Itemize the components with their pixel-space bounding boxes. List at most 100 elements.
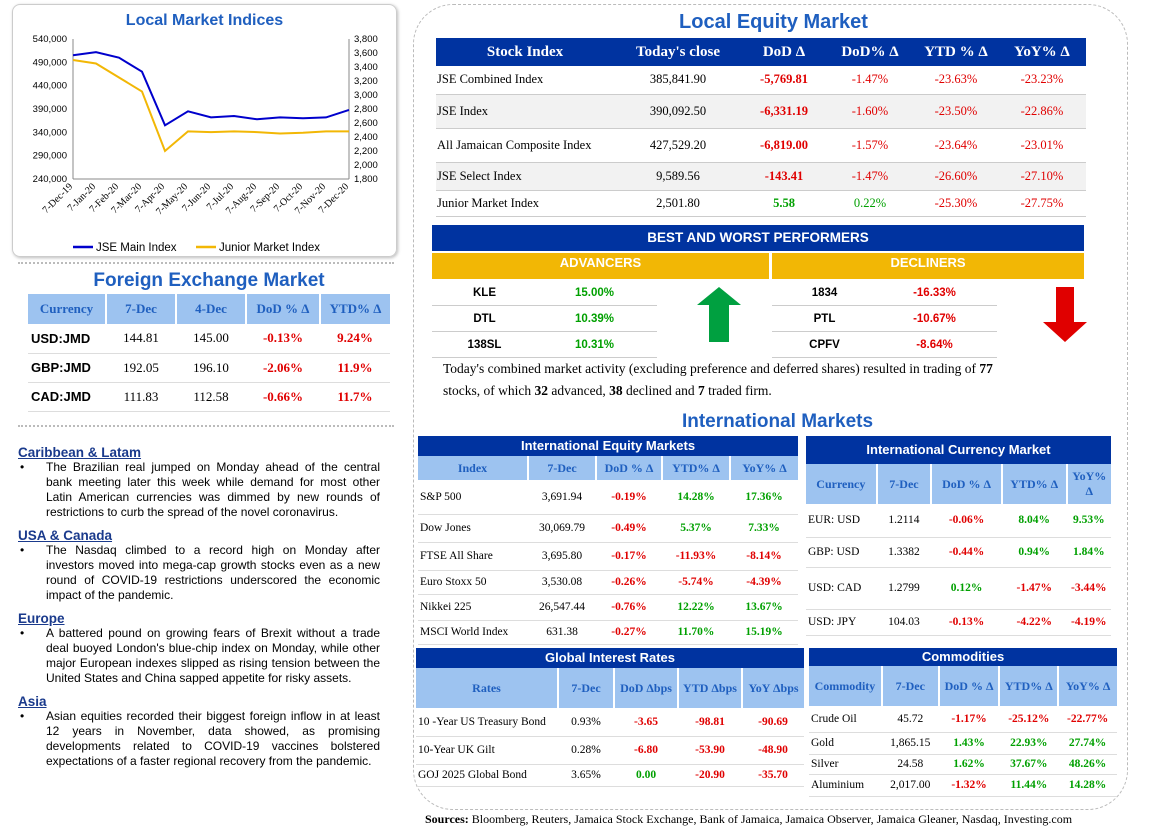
table-row: Gold 1,865.15 1.43% 22.93% 27.74%: [809, 732, 1117, 754]
table-row: USD: JPY 104.03 -0.13% -4.22% -4.19%: [806, 609, 1111, 635]
summary-text: stocks, of which: [443, 383, 535, 398]
row-change: -48.90: [758, 744, 788, 756]
news-heading[interactable]: Caribbean & Latam: [18, 445, 142, 460]
row-value: 3,691.94: [541, 490, 583, 503]
row-change: 8.04%: [1018, 514, 1051, 527]
table-row: GOJ 2025 Global Bond 3.65% 0.00 -20.90 -35.7…: [416, 764, 804, 786]
row-change: 0.00: [635, 769, 657, 781]
equity-close: 2,501.80: [656, 195, 700, 210]
interest-rates-section: Global Interest Rates Rates 7-Dec DoD Δbps Y…: [416, 648, 804, 787]
data-table: Currency 7-Dec DoD % Δ YTD% Δ YoY% Δ EUR: USD…: [806, 464, 1111, 636]
row-label: 10 -Year US Treasury Bond: [418, 715, 546, 728]
table-row: MSCI World Index 631.38 -0.27% 11.70% 15.19%: [418, 620, 798, 644]
equity-yoy: -27.75%: [1020, 195, 1064, 210]
right-tick-label: 3,000: [354, 90, 378, 101]
row-label: EUR: USD: [808, 514, 861, 527]
row-change: 14.28%: [1068, 779, 1107, 791]
row-label: Euro Stoxx 50: [420, 576, 487, 588]
table-row: Nikkei 225 26,547.44 -0.76% 12.22% 13.67%: [418, 594, 798, 620]
row-change: -0.19%: [611, 490, 647, 503]
row-label: Aluminium: [811, 779, 865, 791]
fx-currency: GBP:JMD: [28, 353, 106, 383]
news-paragraph: The Nasdaq climbed to a record high on M…: [18, 543, 380, 603]
row-value: 104.03: [888, 616, 920, 628]
row-label: Nikkei 225: [420, 601, 472, 613]
ticker-change: -16.33%: [913, 287, 956, 299]
row-change: -35.70: [758, 769, 788, 781]
fx-header-cell: 7-Dec: [106, 294, 177, 324]
row-change: -4.19%: [1071, 616, 1107, 628]
equity-dod: 5.58: [773, 195, 795, 210]
row-change: -22.77%: [1066, 712, 1109, 725]
row-change: -4.39%: [746, 576, 782, 588]
fx-table: Currency 7-Dec 4-Dec DoD % Δ YTD% Δ USD:JMD 1…: [28, 294, 390, 412]
equity-dod: -6,819.00: [760, 137, 808, 152]
fx-value: 145.00: [176, 324, 246, 354]
summary-count: 77: [979, 361, 993, 376]
ticker: KLE: [473, 287, 496, 299]
row-value: 631.38: [546, 626, 578, 638]
performers-title: BEST AND WORST PERFORMERS: [432, 225, 1084, 251]
header-cell: Index: [418, 456, 529, 480]
fx-value: 144.81: [106, 324, 176, 354]
advancers-header: ADVANCERS: [432, 253, 769, 279]
equity-header-cell: DoD% Δ: [841, 43, 899, 60]
ticker-change: 15.00%: [574, 287, 614, 299]
fx-currency: USD:JMD: [28, 324, 106, 354]
row-change: -1.47%: [1016, 582, 1052, 594]
header-cell: YTD% Δ: [999, 666, 1060, 706]
right-tick-label: 2,400: [354, 132, 378, 143]
right-tick-label: 2,600: [354, 118, 378, 129]
news-heading[interactable]: Asia: [18, 694, 47, 709]
equity-close: 9,589.56: [656, 168, 700, 183]
row-change: -90.69: [758, 715, 788, 728]
row-change: -98.81: [695, 715, 725, 728]
equity-header-cell: YoY% Δ: [1014, 43, 1070, 60]
right-tick-label: 3,800: [354, 34, 378, 45]
right-tick-label: 2,800: [354, 104, 378, 115]
ticker-change: -10.67%: [913, 313, 956, 325]
left-tick-label: 290,000: [33, 151, 67, 162]
series-line-main: [72, 51, 350, 127]
equity-dodp: -1.47%: [851, 168, 889, 183]
header-cell: YoY% Δ: [1072, 469, 1107, 498]
right-tick-label: 3,400: [354, 62, 378, 73]
summary-count: 7: [697, 383, 705, 398]
row-change: -6.80: [634, 744, 658, 756]
left-tick-label: 440,000: [33, 81, 67, 92]
up-arrow-icon: [697, 287, 741, 342]
row-change: -3.44%: [1071, 582, 1107, 594]
list-item: 138SL 10.31%: [432, 332, 657, 358]
ticker-change: 10.39%: [574, 313, 614, 325]
chart-legend: JSE Main Index Junior Market Index: [73, 242, 320, 254]
row-change: -3.65: [634, 715, 658, 728]
table-row: 10 -Year US Treasury Bond 0.93% -3.65 -98.8…: [416, 708, 804, 736]
row-change: -0.26%: [611, 576, 647, 588]
legend-label: Junior Market Index: [219, 242, 320, 254]
row-change: 15.19%: [745, 626, 783, 638]
decliners-header: DECLINERS: [772, 253, 1084, 279]
table-row: JSE Combined Index 385,841.90 -5,769.81 -1.…: [436, 66, 1086, 94]
news-heading[interactable]: USA & Canada: [18, 528, 113, 543]
data-table: Index 7-Dec DoD % Δ YTD% Δ YoY% Δ S&P 500 3,69…: [418, 456, 798, 645]
table-row: GBP:JMD 192.05 196.10 -2.06% 11.9%: [28, 353, 390, 383]
list-item: DTL 10.39%: [432, 306, 657, 332]
fx-value: 196.10: [176, 353, 246, 383]
row-change: -4.22%: [1016, 616, 1052, 628]
summary-text: advanced,: [548, 383, 610, 398]
table-row: Junior Market Index 2,501.80 5.58 0.22% -25.…: [436, 190, 1086, 216]
equity-close: 385,841.90: [649, 72, 707, 87]
row-label: FTSE All Share: [420, 550, 493, 562]
fx-ytd: 9.24%: [320, 324, 390, 354]
row-value: 0.93%: [571, 715, 601, 728]
table-row: USD:JMD 144.81 145.00 -0.13% 9.24%: [28, 324, 390, 354]
news-heading[interactable]: Europe: [18, 611, 65, 626]
row-change: 14.28%: [677, 490, 715, 503]
header-cell: 7-Dec: [528, 456, 597, 480]
row-value: 1.2799: [888, 582, 920, 594]
fx-dod: -0.13%: [246, 324, 320, 354]
series-line-junior: [72, 59, 349, 153]
equity-header-cell: DoD Δ: [762, 43, 806, 60]
header-row: Currency 7-Dec DoD % Δ YTD% Δ YoY% Δ: [806, 464, 1111, 504]
row-change: -11.93%: [675, 550, 717, 562]
